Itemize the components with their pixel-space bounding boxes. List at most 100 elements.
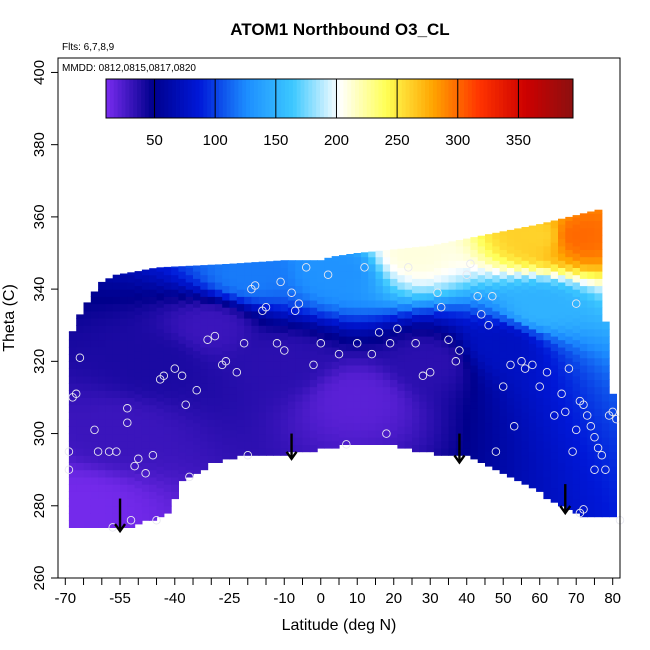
heatmap-cell-2299 [601,473,610,482]
heatmap-cell-1600 [463,390,471,398]
sample-point-37 [276,277,285,287]
colorbar-swatch-73 [390,79,395,118]
heatmap-cell-828 [258,368,267,377]
heatmap-cell-576 [193,401,201,409]
heatmap-cell-1769 [499,336,508,344]
heatmap-cell-851 [266,397,274,406]
heatmap-cell-1645 [470,285,479,294]
heatmap-cell-1766 [499,357,508,366]
heatmap-cell-1421 [419,393,428,402]
heatmap-cell-1561 [448,241,457,247]
heatmap-cell-2173 [579,458,588,467]
heatmap-cell-2069 [558,310,566,319]
heatmap-cell-1784 [499,231,508,236]
heatmap-cell-294 [127,296,136,305]
heatmap-cell-2208 [587,509,596,518]
heatmap-cell-1582 [455,303,464,312]
heatmap-cell-1699 [485,357,493,366]
heatmap-cell-2182 [579,393,588,402]
colorbar-swatch-30 [222,79,228,118]
heatmap-cell-677 [214,281,223,290]
heatmap-cell-499 [171,310,179,319]
heatmap-cell-1746 [492,260,501,268]
heatmap-cell-132 [98,455,106,463]
heatmap-cell-1815 [506,253,515,261]
heatmap-cell-435 [156,285,165,294]
heatmap-cell-1999 [543,245,552,254]
heatmap-cell-639 [207,354,216,362]
heatmap-cell-770 [244,397,252,406]
heatmap-cell-444 [163,469,172,478]
heatmap-cell-551 [185,368,194,377]
heatmap-cell-1107 [331,289,340,297]
heatmap-cell-585 [193,336,201,344]
heatmap-cell-2317 [601,343,610,352]
heatmap-cell-2264 [594,415,603,424]
heatmap-cell-2058 [558,390,566,398]
heatmap-cell-1781 [499,249,508,258]
heatmap-cell-1324 [390,278,398,287]
heatmap-cell-856 [266,361,274,370]
heatmap-cell-2160 [572,245,581,254]
heatmap-cell-236 [120,455,128,463]
heatmap-cell-1392 [412,393,420,402]
heatmap-cell-323 [134,343,143,352]
down-arrow-icon-2 [453,433,466,465]
heatmap-cell-2146 [572,346,581,355]
heatmap-cell-2318 [601,336,610,344]
heatmap-cell-1657 [477,426,486,435]
heatmap-cell-699 [222,321,231,330]
heatmap-cell-675 [214,296,223,305]
heatmap-cell-1147 [346,386,355,395]
heatmap-cell-209 [112,397,121,406]
y-tick-label-5: 360 [31,204,48,229]
heatmap-cell-2306 [601,422,610,431]
heatmap-cell-950 [287,263,296,272]
colorbar-tick-label-3: 200 [324,132,349,149]
heatmap-cell-1218 [360,263,369,272]
heatmap-cell-1921 [528,263,537,272]
heatmap-cell-632 [207,404,216,413]
heatmap-cell-694 [222,357,231,366]
heatmap-cell-155 [98,289,106,297]
heatmap-cell-1986 [543,339,552,348]
colorbar-swatch-45 [281,79,286,118]
heatmap-cell-1302 [390,437,398,445]
heatmap-cell-337 [141,491,150,500]
heatmap-cell-2234 [587,321,596,330]
heatmap-cell-1080 [324,289,333,297]
heatmap-cell-1041 [317,383,325,391]
heatmap-cell-536 [178,266,187,272]
heatmap-cell-1446 [426,422,435,431]
heatmap-cell-1390 [412,408,420,417]
heatmap-cell-1767 [499,350,508,359]
heatmap-cell-646 [207,303,216,312]
heatmap-cell-596 [200,462,209,471]
heatmap-cell-212 [112,375,121,384]
heatmap-cell-1495 [433,281,442,290]
heatmap-cell-478 [171,462,179,471]
heatmap-cell-1425 [419,364,428,373]
heatmap-cell-1479 [433,397,442,406]
heatmap-cell-387 [149,383,158,391]
heatmap-cell-2101 [565,372,574,380]
heatmap-cell-691 [222,379,231,388]
heatmap-cell-609 [200,368,209,377]
heatmap-cell-768 [244,411,252,420]
heatmap-cell-678 [214,274,223,283]
heatmap-cell-916 [280,318,289,326]
heatmap-cell-1980 [543,383,552,391]
heatmap-cell-1719 [492,455,501,463]
heatmap-cell-462 [163,339,172,348]
heatmap-cell-690 [222,386,231,395]
heatmap-cell-1694 [485,393,493,402]
heatmap-cell-123 [98,520,106,528]
heatmap-cell-999 [302,299,311,308]
heatmap-cell-841 [258,274,267,283]
heatmap-cell-228 [120,513,128,521]
heatmap-cell-966 [295,343,304,352]
heatmap-cell-2013 [550,429,559,438]
heatmap-cell-1542 [448,375,457,384]
heatmap-cell-1958 [536,267,544,276]
